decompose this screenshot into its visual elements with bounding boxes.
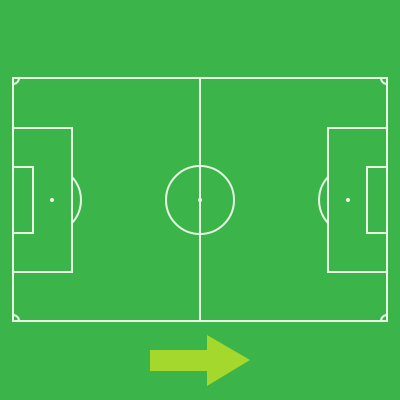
penalty-spot-left bbox=[50, 198, 54, 202]
penalty-spot-right bbox=[346, 198, 350, 202]
corner-arc-bottom-right bbox=[380, 314, 388, 322]
corner-arc-bottom-left bbox=[12, 314, 20, 322]
penalty-arc-left bbox=[71, 176, 82, 224]
center-circle bbox=[165, 165, 235, 235]
goal-area-left bbox=[12, 166, 34, 234]
center-spot bbox=[198, 198, 202, 202]
corner-arc-top-right bbox=[380, 77, 388, 85]
penalty-arc-right bbox=[318, 176, 329, 224]
pitch-lines bbox=[12, 77, 388, 322]
pitch-spots bbox=[50, 198, 350, 202]
arrow-right-icon bbox=[150, 335, 250, 386]
corner-arc-top-left bbox=[12, 77, 20, 85]
goal-area-right bbox=[366, 166, 388, 234]
